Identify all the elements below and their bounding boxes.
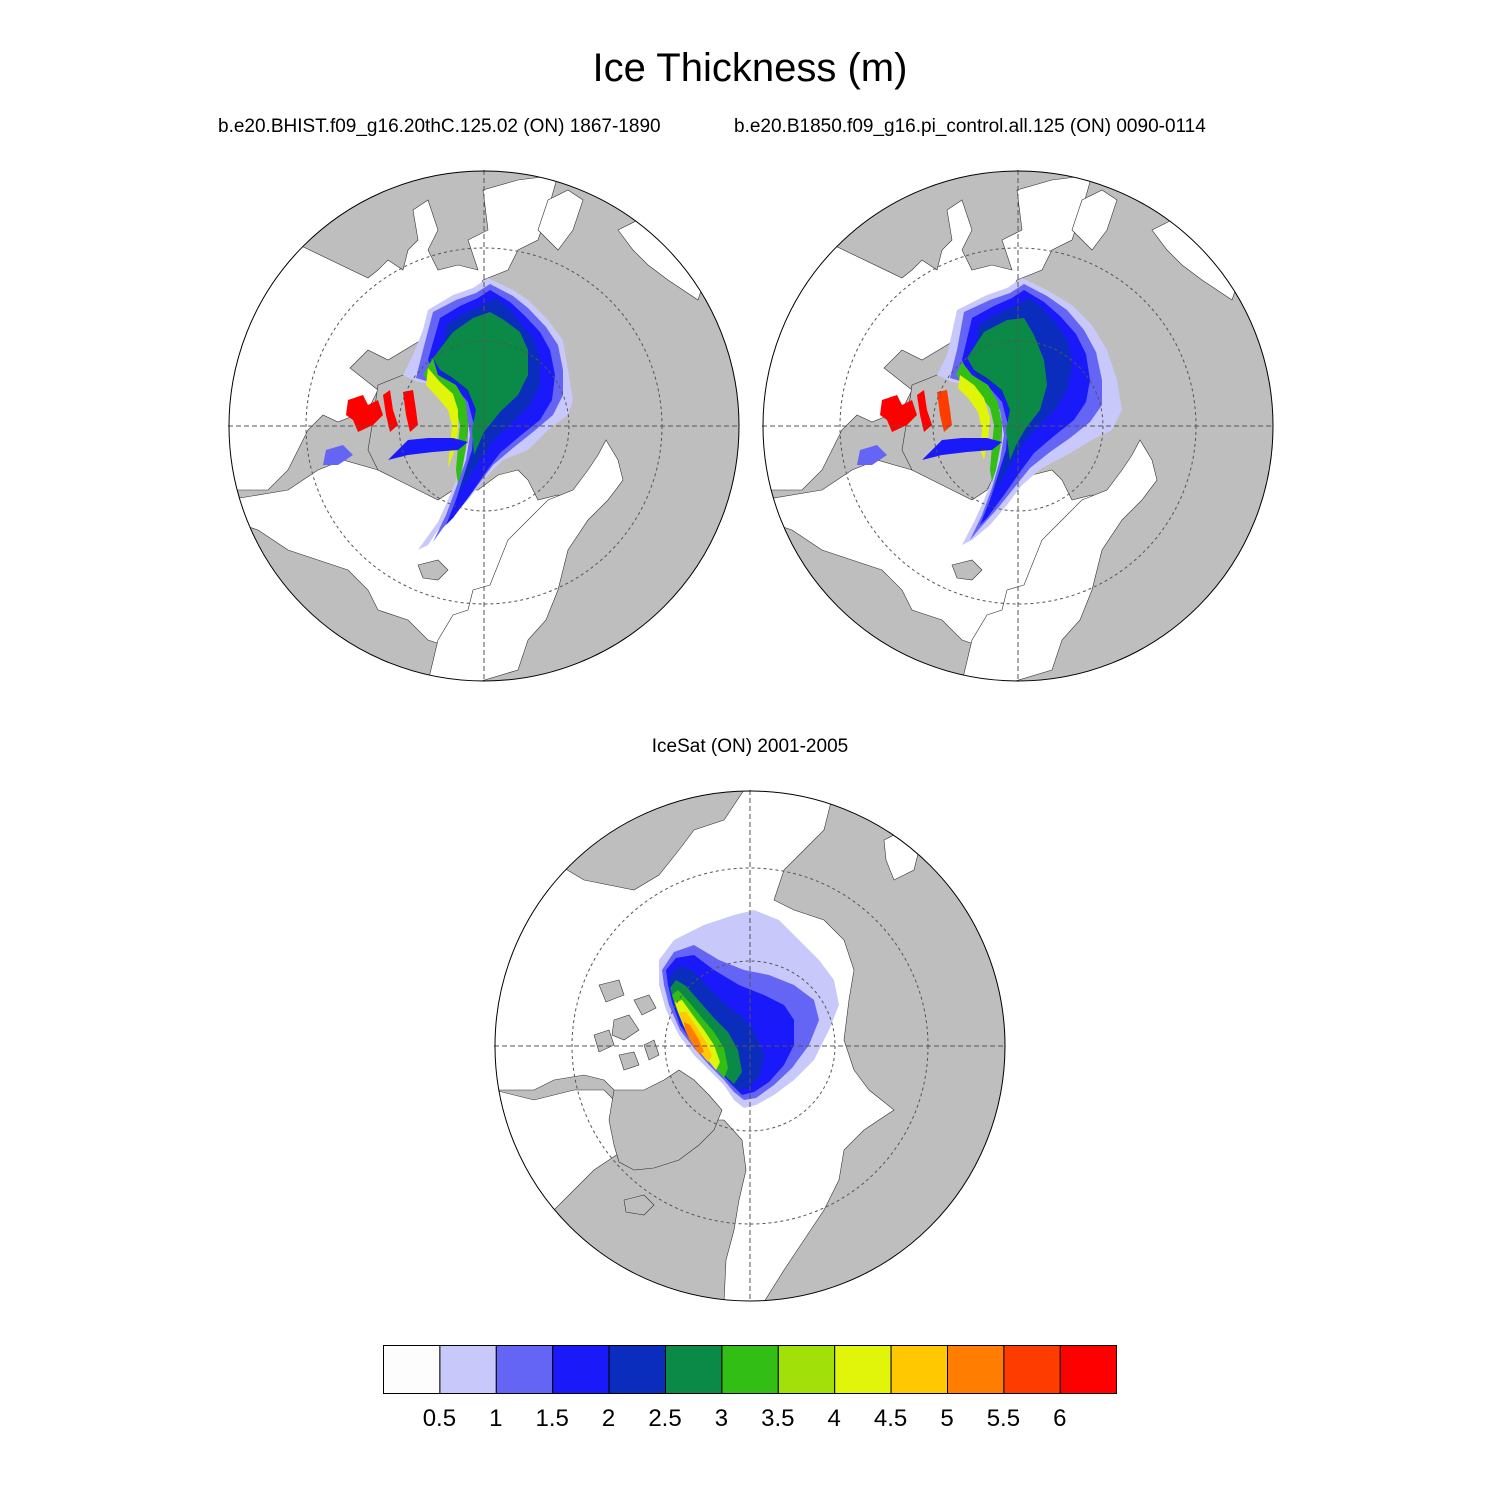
ice-strip-2	[323, 445, 353, 465]
colorbar-boxes	[383, 1345, 1117, 1394]
ice-strip-2	[857, 445, 887, 465]
main-title: Ice Thickness (m)	[592, 46, 908, 90]
colorbar-label-7: 4	[827, 1405, 841, 1432]
island-5	[598, 979, 625, 1003]
red-islands-1	[383, 390, 398, 432]
colorbar-box-6	[721, 1345, 779, 1394]
colorbar-box-9	[890, 1345, 949, 1394]
map-panel-model-hist	[228, 170, 740, 682]
ice-5	[423, 358, 468, 485]
red-islands-1	[917, 390, 932, 432]
colorbar-label-8: 4.5	[873, 1405, 908, 1432]
panel-title-icesat: IceSat (ON) 2001-2005	[651, 736, 849, 757]
colorbar-box-12	[1059, 1345, 1117, 1394]
colorbar-box-3	[552, 1345, 610, 1394]
panel-title-model-hist: b.e20.BHIST.f09_g16.20thC.125.02 (ON) 18…	[218, 116, 661, 137]
iceland	[417, 559, 449, 581]
colorbar-label-11: 6	[1053, 1405, 1067, 1432]
colorbar-box-1	[439, 1345, 497, 1394]
colorbar-box-11	[1003, 1345, 1061, 1394]
colorbar-box-0	[383, 1345, 441, 1394]
island-0	[611, 1014, 640, 1041]
iceland	[623, 1194, 655, 1216]
island-4	[643, 1039, 660, 1061]
colorbar-label-5: 3	[714, 1405, 729, 1432]
map-panel-model-pi	[762, 170, 1274, 682]
colorbar-label-10: 5.5	[986, 1405, 1021, 1432]
colorbar-label-2: 1.5	[535, 1405, 569, 1432]
colorbar-box-10	[947, 1345, 1005, 1394]
colorbar-box-4	[608, 1345, 667, 1394]
colorbar-box-5	[665, 1345, 723, 1394]
colorbar-label-6: 3.5	[761, 1405, 795, 1432]
ocean-lower-white	[427, 439, 624, 681]
colorbar-label-1: 1	[489, 1405, 503, 1432]
red-islands-0	[880, 395, 917, 432]
ocean-atlantic	[229, 171, 559, 491]
ice-5	[956, 362, 1002, 482]
red-islands-2	[937, 390, 952, 432]
ice-6	[426, 368, 458, 468]
ice-strip	[388, 438, 468, 460]
map-panel-icesat	[494, 790, 1006, 1302]
ocean-lower-white	[961, 439, 1158, 681]
greenland	[608, 1069, 723, 1171]
ice-4	[967, 318, 1047, 460]
colorbar-label-4: 2.5	[648, 1405, 682, 1432]
colorbar-box-8	[834, 1345, 892, 1394]
ocean-pacific-2	[1071, 189, 1118, 251]
ocean-atlantic	[763, 171, 1093, 491]
island-1	[633, 994, 657, 1016]
colorbar-box-2	[495, 1345, 554, 1394]
panel-title-model-pi: b.e20.B1850.f09_g16.pi_control.all.125 (…	[734, 116, 1206, 137]
red-islands-0	[346, 395, 383, 432]
colorbar-label-3: 2	[601, 1405, 616, 1432]
ice-4	[433, 312, 528, 455]
colorbar-label-9: 5	[940, 1405, 954, 1432]
colorbar-box-7	[777, 1345, 836, 1394]
ice-strip	[922, 438, 1002, 460]
red-islands-2	[403, 390, 418, 432]
ocean-pacific-2	[537, 189, 584, 251]
colorbar	[383, 1345, 1117, 1394]
island-3	[618, 1051, 640, 1071]
iceland	[951, 559, 983, 581]
colorbar-label-0: 0.5	[422, 1405, 457, 1432]
